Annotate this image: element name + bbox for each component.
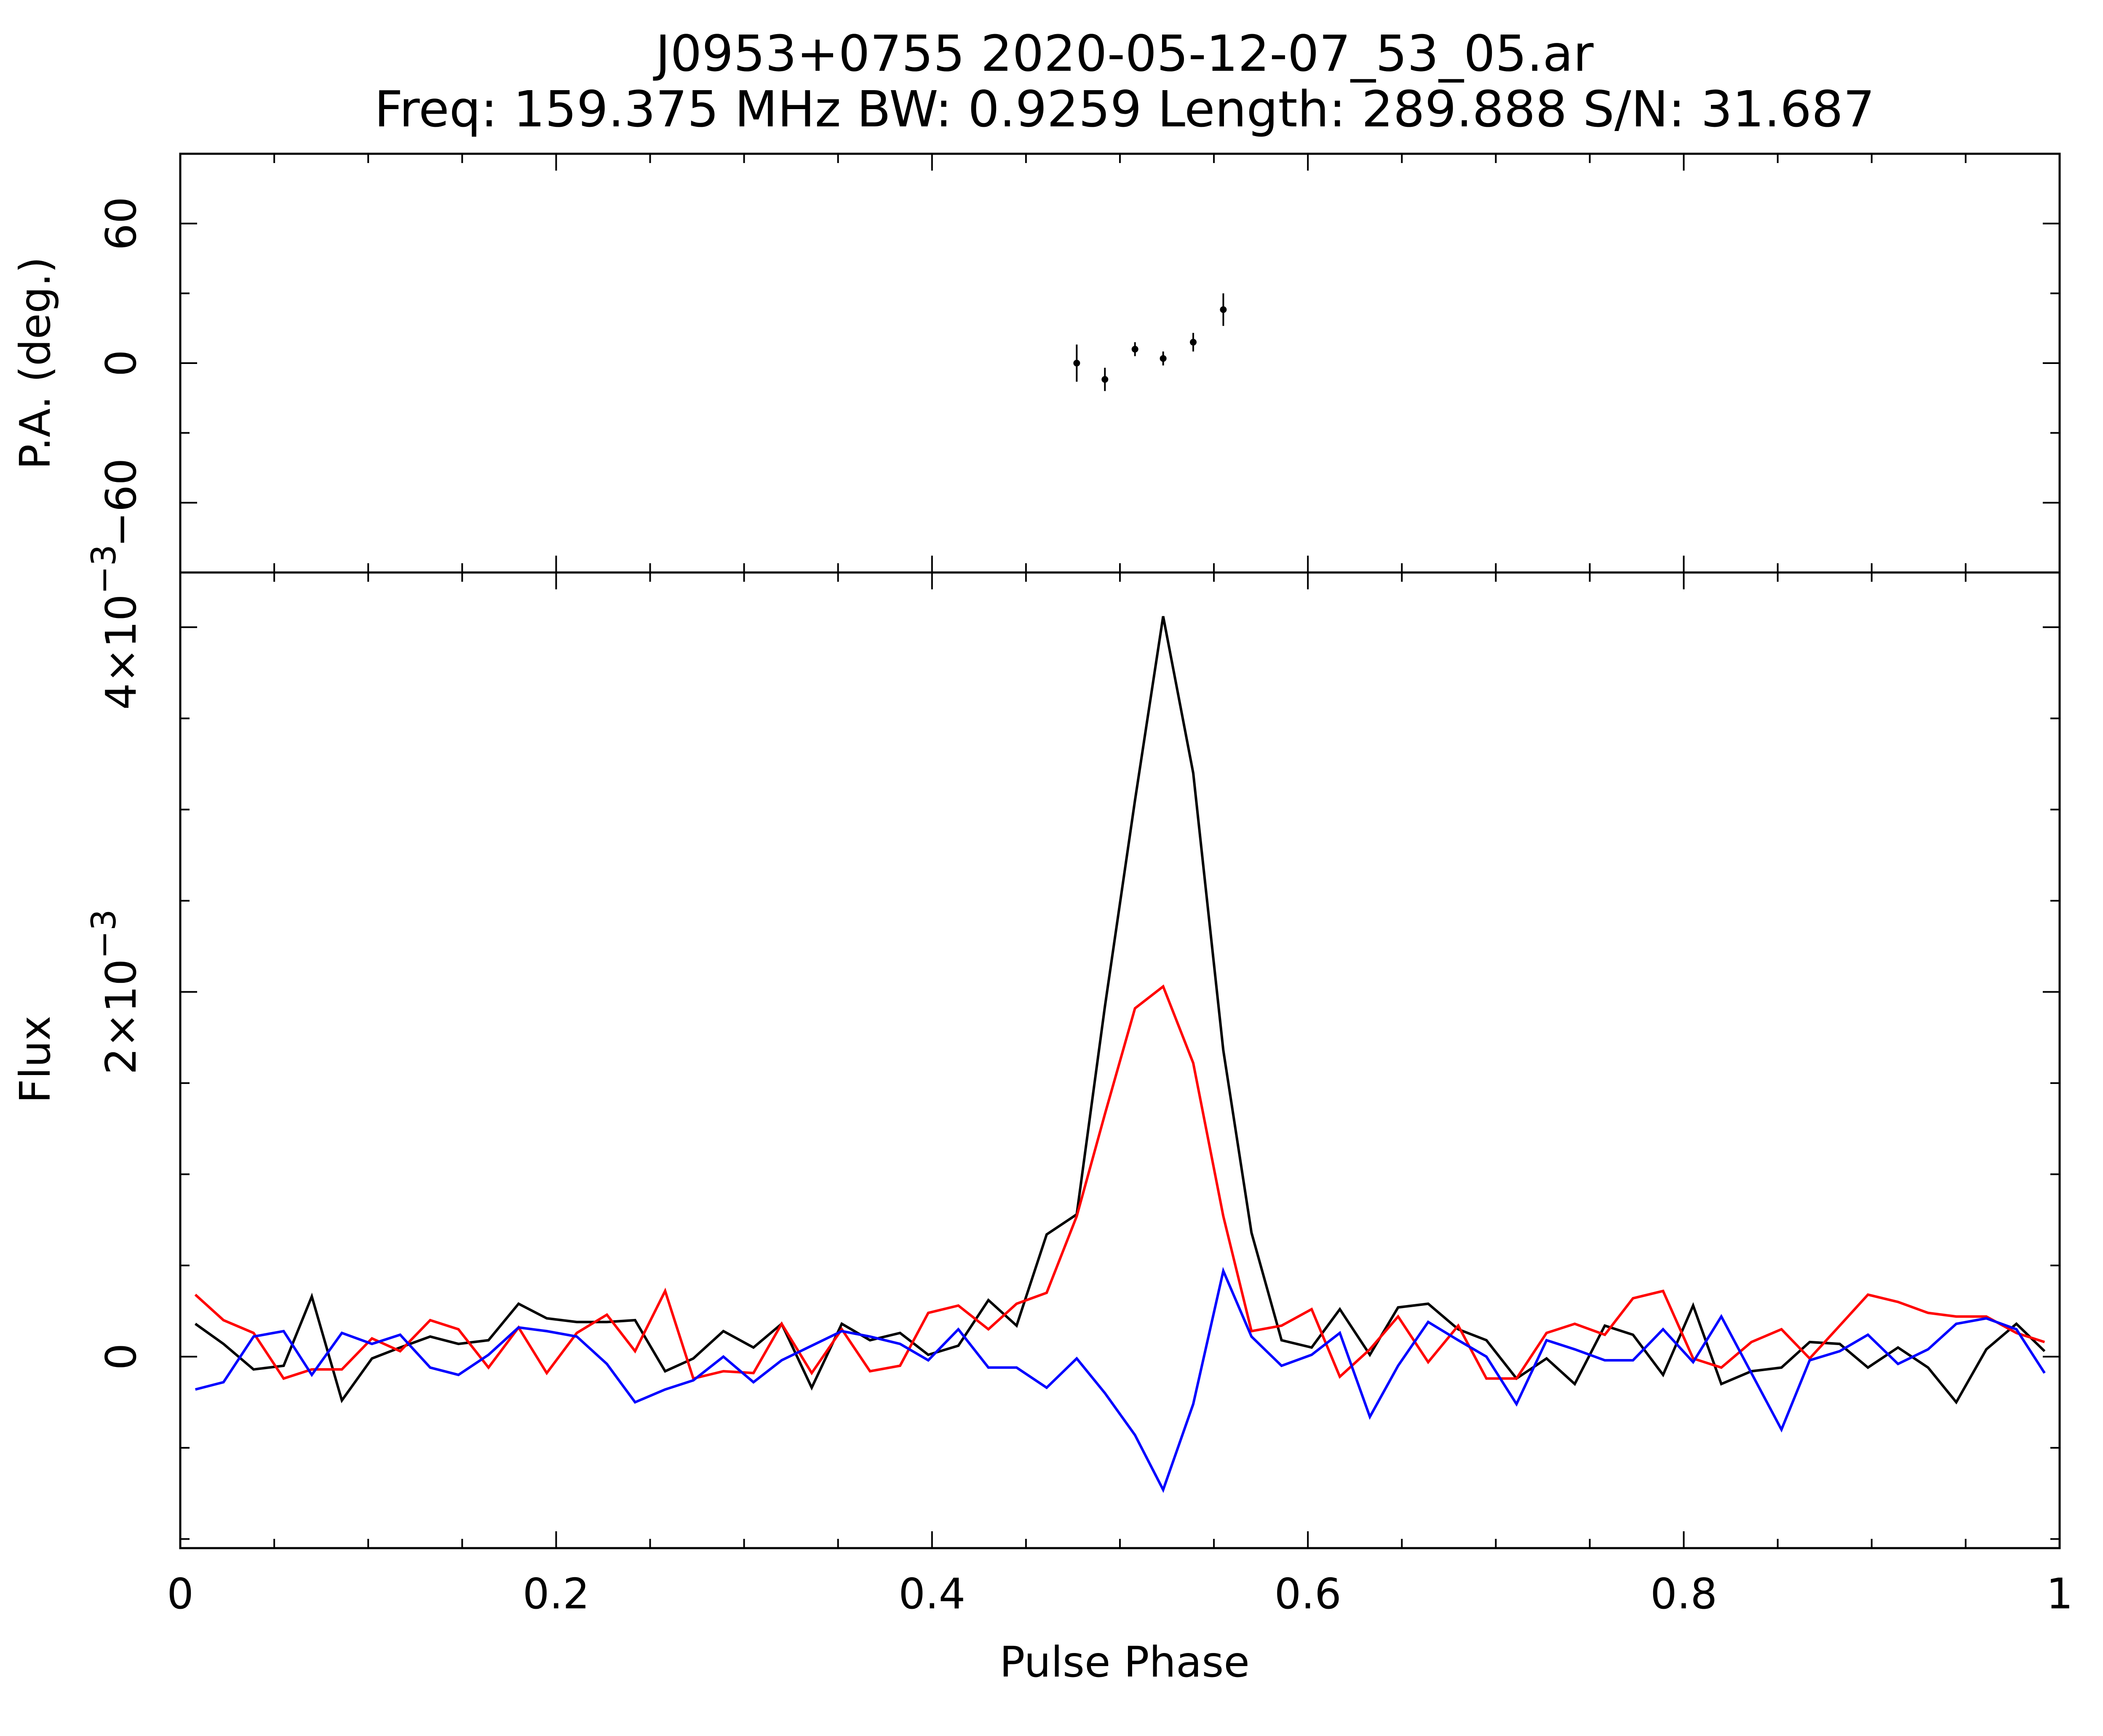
pa-data-points [1073,293,1227,391]
pa-point [1160,355,1167,362]
pa-point [1190,339,1197,346]
pa-point [1220,306,1227,313]
pa-point [1131,345,1138,353]
pa-axis-ticks: −60 0 60 [96,154,2060,572]
pa-y-tick-label: 0 [96,350,146,377]
pa-panel-frame [179,152,2061,574]
x-axis-label: Pulse Phase [999,1637,1250,1687]
pa-y-axis-label: P.A. (deg.) [11,257,60,469]
x-tick-label: 0 [167,1569,194,1618]
flux-y-axis-label: Flux [11,1016,60,1103]
flux-series-line-3 [195,1267,2046,1493]
flux-series-line-2 [194,984,2045,1380]
pa-point [1101,376,1109,383]
pa-y-tick-label: 60 [96,197,146,250]
flux-y-tick-label: 4×10−3 [84,545,146,710]
chart-subtitle: Freq: 159.375 MHz BW: 0.9259 Length: 289… [374,80,1875,138]
x-tick-label: 0.2 [523,1569,590,1618]
flux-axis-ticks: 0 0.2 0.4 0.6 0.8 1 0 2×10−3 4×10−3 [84,545,2073,1618]
flux-series [194,616,2046,1493]
pa-point [1073,360,1080,366]
flux-y-tick-label: 0 [96,1343,146,1370]
flux-y-tick-label: 2×10−3 [84,909,146,1075]
x-tick-label: 0.8 [1650,1569,1717,1618]
x-tick-label: 0.4 [898,1569,965,1618]
flux-series-line-1 [194,616,2046,1404]
chart-title: J0953+0755 2020-05-12-07_53_05.ar [653,24,1594,83]
x-tick-label: 0.6 [1275,1569,1341,1618]
pa-y-tick-label: −60 [96,458,146,547]
x-tick-label: 1 [2046,1569,2073,1618]
